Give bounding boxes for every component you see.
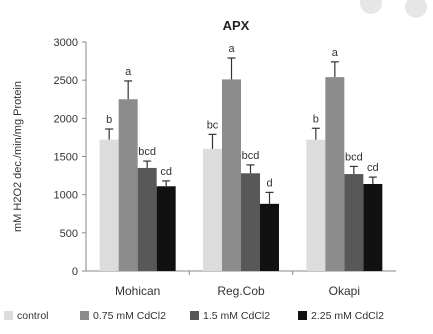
y-axis-label: mM H2O2 dec./min/mg Protein [12,81,24,232]
significance-label: bcd [345,151,363,163]
legend-label: 0.75 mM CdCl2 [93,310,166,322]
legend-swatch [4,311,13,320]
significance-label: a [228,43,235,55]
legend-label: 1.5 mM CdCl2 [203,310,270,322]
y-tick-label: 3000 [54,37,78,49]
bar-1-5-mm-cdcl2-okapi [344,174,364,271]
legend: control 0.75 mM CdCl2 1.5 mM CdCl2 2.25 mM … [4,310,384,322]
legend-label: control [17,310,49,322]
significance-label: b [313,113,319,125]
significance-label: d [266,177,272,189]
bar-control-reg-cob [203,148,222,271]
corner-decoration-right [405,0,427,18]
bar-0-75-mm-cdcl2-okapi [325,77,345,271]
significance-label: cd [367,162,379,174]
significance-label: cd [160,166,172,178]
y-tick-label: 2500 [54,75,78,87]
y-tick-label: 0 [72,266,78,278]
bar-1-5-mm-cdcl2-mohican [137,167,157,271]
legend-swatch [190,311,199,320]
bar-2-25-mm-cdcl2-okapi [363,183,383,271]
y-tick-label: 1500 [54,152,78,164]
x-category-label: Mohican [115,284,160,298]
legend-label: 2.25 mM CdCl2 [311,310,384,322]
bar-2-25-mm-cdcl2-mohican [156,186,176,271]
y-tick-label: 2000 [54,113,78,125]
bar-control-okapi [306,139,326,271]
y-tick-label: 500 [60,228,78,240]
bar-0-75-mm-cdcl2-reg-cob [222,79,241,271]
bar-1-5-mm-cdcl2-reg-cob [241,173,260,271]
chart-title: APX [223,18,250,33]
x-category-label: Okapi [329,284,360,298]
legend-swatch [298,311,307,320]
significance-label: a [332,47,339,59]
significance-label: b [106,114,112,126]
significance-label: a [125,66,132,78]
legend-swatch [80,311,89,320]
x-category-label: Reg.Cob [217,284,265,298]
plot-area: 050010001500200025003000babcdcdMohicanbc… [54,37,396,298]
bar-0-75-mm-cdcl2-mohican [118,99,138,271]
y-tick-label: 1000 [54,190,78,202]
corner-decoration-left [360,0,382,14]
significance-label: bcd [242,150,260,162]
bar-2-25-mm-cdcl2-reg-cob [260,203,279,271]
significance-label: bc [207,119,219,131]
significance-label: bcd [138,146,156,158]
bar-control-mohican [99,139,119,271]
